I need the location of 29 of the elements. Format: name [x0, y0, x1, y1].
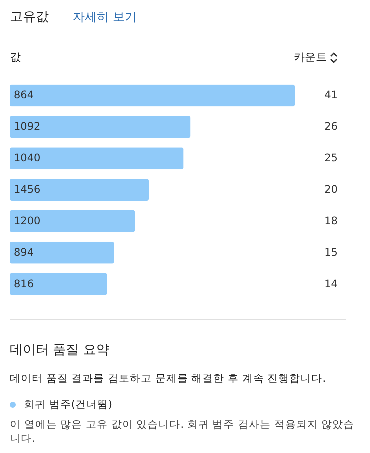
data-label: 14	[324, 278, 338, 290]
x-axis-title: 카운트	[294, 50, 327, 65]
bar	[10, 242, 114, 264]
text: 회귀 범주(건너뜀)	[24, 398, 113, 412]
data-label: 26	[324, 121, 338, 134]
bar	[10, 116, 191, 138]
y-tick-label: 1040	[14, 152, 41, 165]
y-tick-label: 816	[14, 278, 34, 290]
bar	[10, 273, 108, 296]
text: 이 열에는 많은 고유 값이 있습니다. 회귀 범주 검사는 적용되지 않았습니다.	[10, 418, 356, 446]
data-label: 20	[324, 184, 338, 196]
y-axis-title: 값	[10, 50, 21, 65]
bar	[10, 148, 184, 170]
text: 데이터 품질 요약	[10, 342, 110, 359]
data-label: 18	[324, 215, 338, 228]
data-label: 15	[324, 246, 338, 259]
bar	[10, 84, 295, 107]
y-tick-label: 1200	[14, 215, 41, 228]
data-label: 41	[324, 90, 338, 102]
chart-title: 고유값	[10, 9, 49, 26]
chart-subtitle: 자세히 보기	[73, 9, 137, 26]
data-label: 25	[324, 152, 338, 165]
bar	[10, 179, 150, 201]
y-tick-label: 1092	[14, 121, 41, 134]
bar	[10, 210, 136, 232]
y-tick-label: 864	[14, 90, 34, 102]
text: 데이터 품질 결과를 검토하고 문제를 해결한 후 계속 진행합니다.	[10, 372, 326, 386]
y-tick-label: 1456	[14, 184, 42, 196]
y-tick-label: 894	[14, 246, 34, 259]
